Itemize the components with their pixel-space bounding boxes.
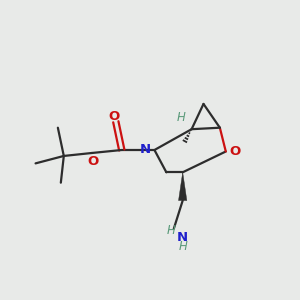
Text: N: N <box>140 143 151 156</box>
Polygon shape <box>178 172 187 200</box>
Text: O: O <box>109 110 120 123</box>
Text: O: O <box>229 145 240 158</box>
Text: N: N <box>177 231 188 244</box>
Text: O: O <box>87 155 98 168</box>
Text: H: H <box>167 224 175 237</box>
Text: H: H <box>178 239 187 253</box>
Text: H: H <box>177 111 186 124</box>
